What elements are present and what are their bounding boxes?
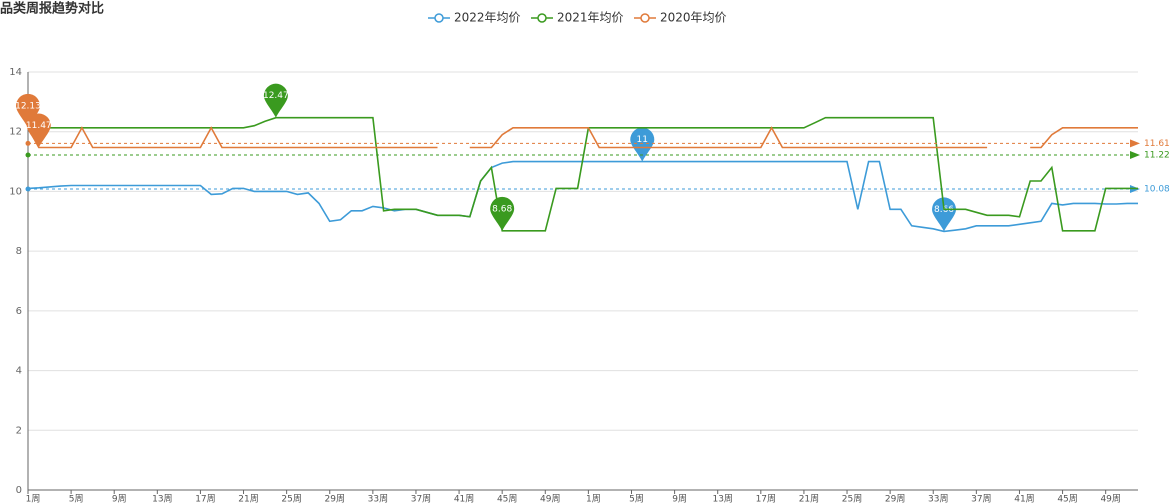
x-tick-label: 37周 xyxy=(971,494,991,504)
legend-label: 2021年均价 xyxy=(557,11,624,25)
x-tick-label: 21周 xyxy=(799,494,819,504)
x-tick-label: 41周 xyxy=(454,494,474,504)
x-tick-label: 13周 xyxy=(712,494,732,504)
mark-pin xyxy=(490,196,515,231)
x-tick-label: 13周 xyxy=(152,494,172,504)
mark-pin xyxy=(630,127,655,162)
x-tick-label: 9周 xyxy=(672,494,687,504)
x-tick-label: 1周 xyxy=(26,494,41,504)
x-tick-label: 9周 xyxy=(112,494,127,504)
x-tick-label: 45周 xyxy=(497,494,517,504)
legend-icon xyxy=(537,13,547,23)
x-tick-label: 33周 xyxy=(368,494,388,504)
x-tick-label: 25周 xyxy=(281,494,301,504)
x-tick-label: 33周 xyxy=(928,494,948,504)
average-arrow xyxy=(1130,139,1140,148)
x-tick-label: 21周 xyxy=(238,494,258,504)
x-tick-label: 41周 xyxy=(1014,494,1034,504)
series-line xyxy=(28,116,1138,232)
y-tick-label: 14 xyxy=(9,67,22,78)
series-line xyxy=(27,126,1138,149)
series-line xyxy=(27,160,1138,233)
mark-label: 11.47 xyxy=(26,121,52,131)
y-tick-label: 12 xyxy=(9,127,22,138)
y-tick-label: 0 xyxy=(16,485,22,496)
legend-icon xyxy=(434,13,444,23)
x-tick-label: 17周 xyxy=(195,494,215,504)
chart-title: 品类周报趋势对比 xyxy=(0,1,104,17)
mark-pin xyxy=(932,197,957,232)
mark-label: 11 xyxy=(637,135,648,145)
mark-label: 12.47 xyxy=(263,91,289,101)
legend-icon xyxy=(640,13,650,23)
x-tick-label: 5周 xyxy=(629,494,644,504)
x-tick-label: 17周 xyxy=(756,494,776,504)
mark-label: 8.68 xyxy=(492,204,512,214)
x-tick-label: 29周 xyxy=(325,494,345,504)
legend: 2022年均价 2021年均价 2020年均价 xyxy=(428,11,727,25)
average-label: 11.61 xyxy=(1144,139,1170,149)
legend-label: 2022年均价 xyxy=(454,11,521,25)
y-tick-label: 4 xyxy=(16,366,22,377)
x-tick-label: 5周 xyxy=(69,494,84,504)
x-tick-label: 49周 xyxy=(1100,494,1120,504)
average-label: 10.08 xyxy=(1144,185,1170,195)
x-tick-label: 37周 xyxy=(411,494,431,504)
average-label: 11.22 xyxy=(1144,151,1170,161)
y-tick-label: 6 xyxy=(16,306,22,317)
mark-pin xyxy=(26,113,51,148)
y-tick-label: 10 xyxy=(9,186,22,197)
x-tick-label: 29周 xyxy=(885,494,905,504)
average-start xyxy=(25,140,31,146)
mark-pin xyxy=(16,93,40,128)
x-tick-label: 25周 xyxy=(842,494,862,504)
y-tick-label: 8 xyxy=(16,246,22,257)
average-start xyxy=(25,152,31,158)
x-tick-label: 45周 xyxy=(1057,494,1077,504)
y-tick-label: 2 xyxy=(16,425,22,436)
average-arrow xyxy=(1130,151,1140,160)
x-tick-label: 1周 xyxy=(586,494,601,504)
mark-pin xyxy=(263,83,288,118)
x-tick-label: 49周 xyxy=(540,494,560,504)
legend-label: 2020年均价 xyxy=(660,11,727,25)
mark-label: 12.13 xyxy=(15,101,41,111)
